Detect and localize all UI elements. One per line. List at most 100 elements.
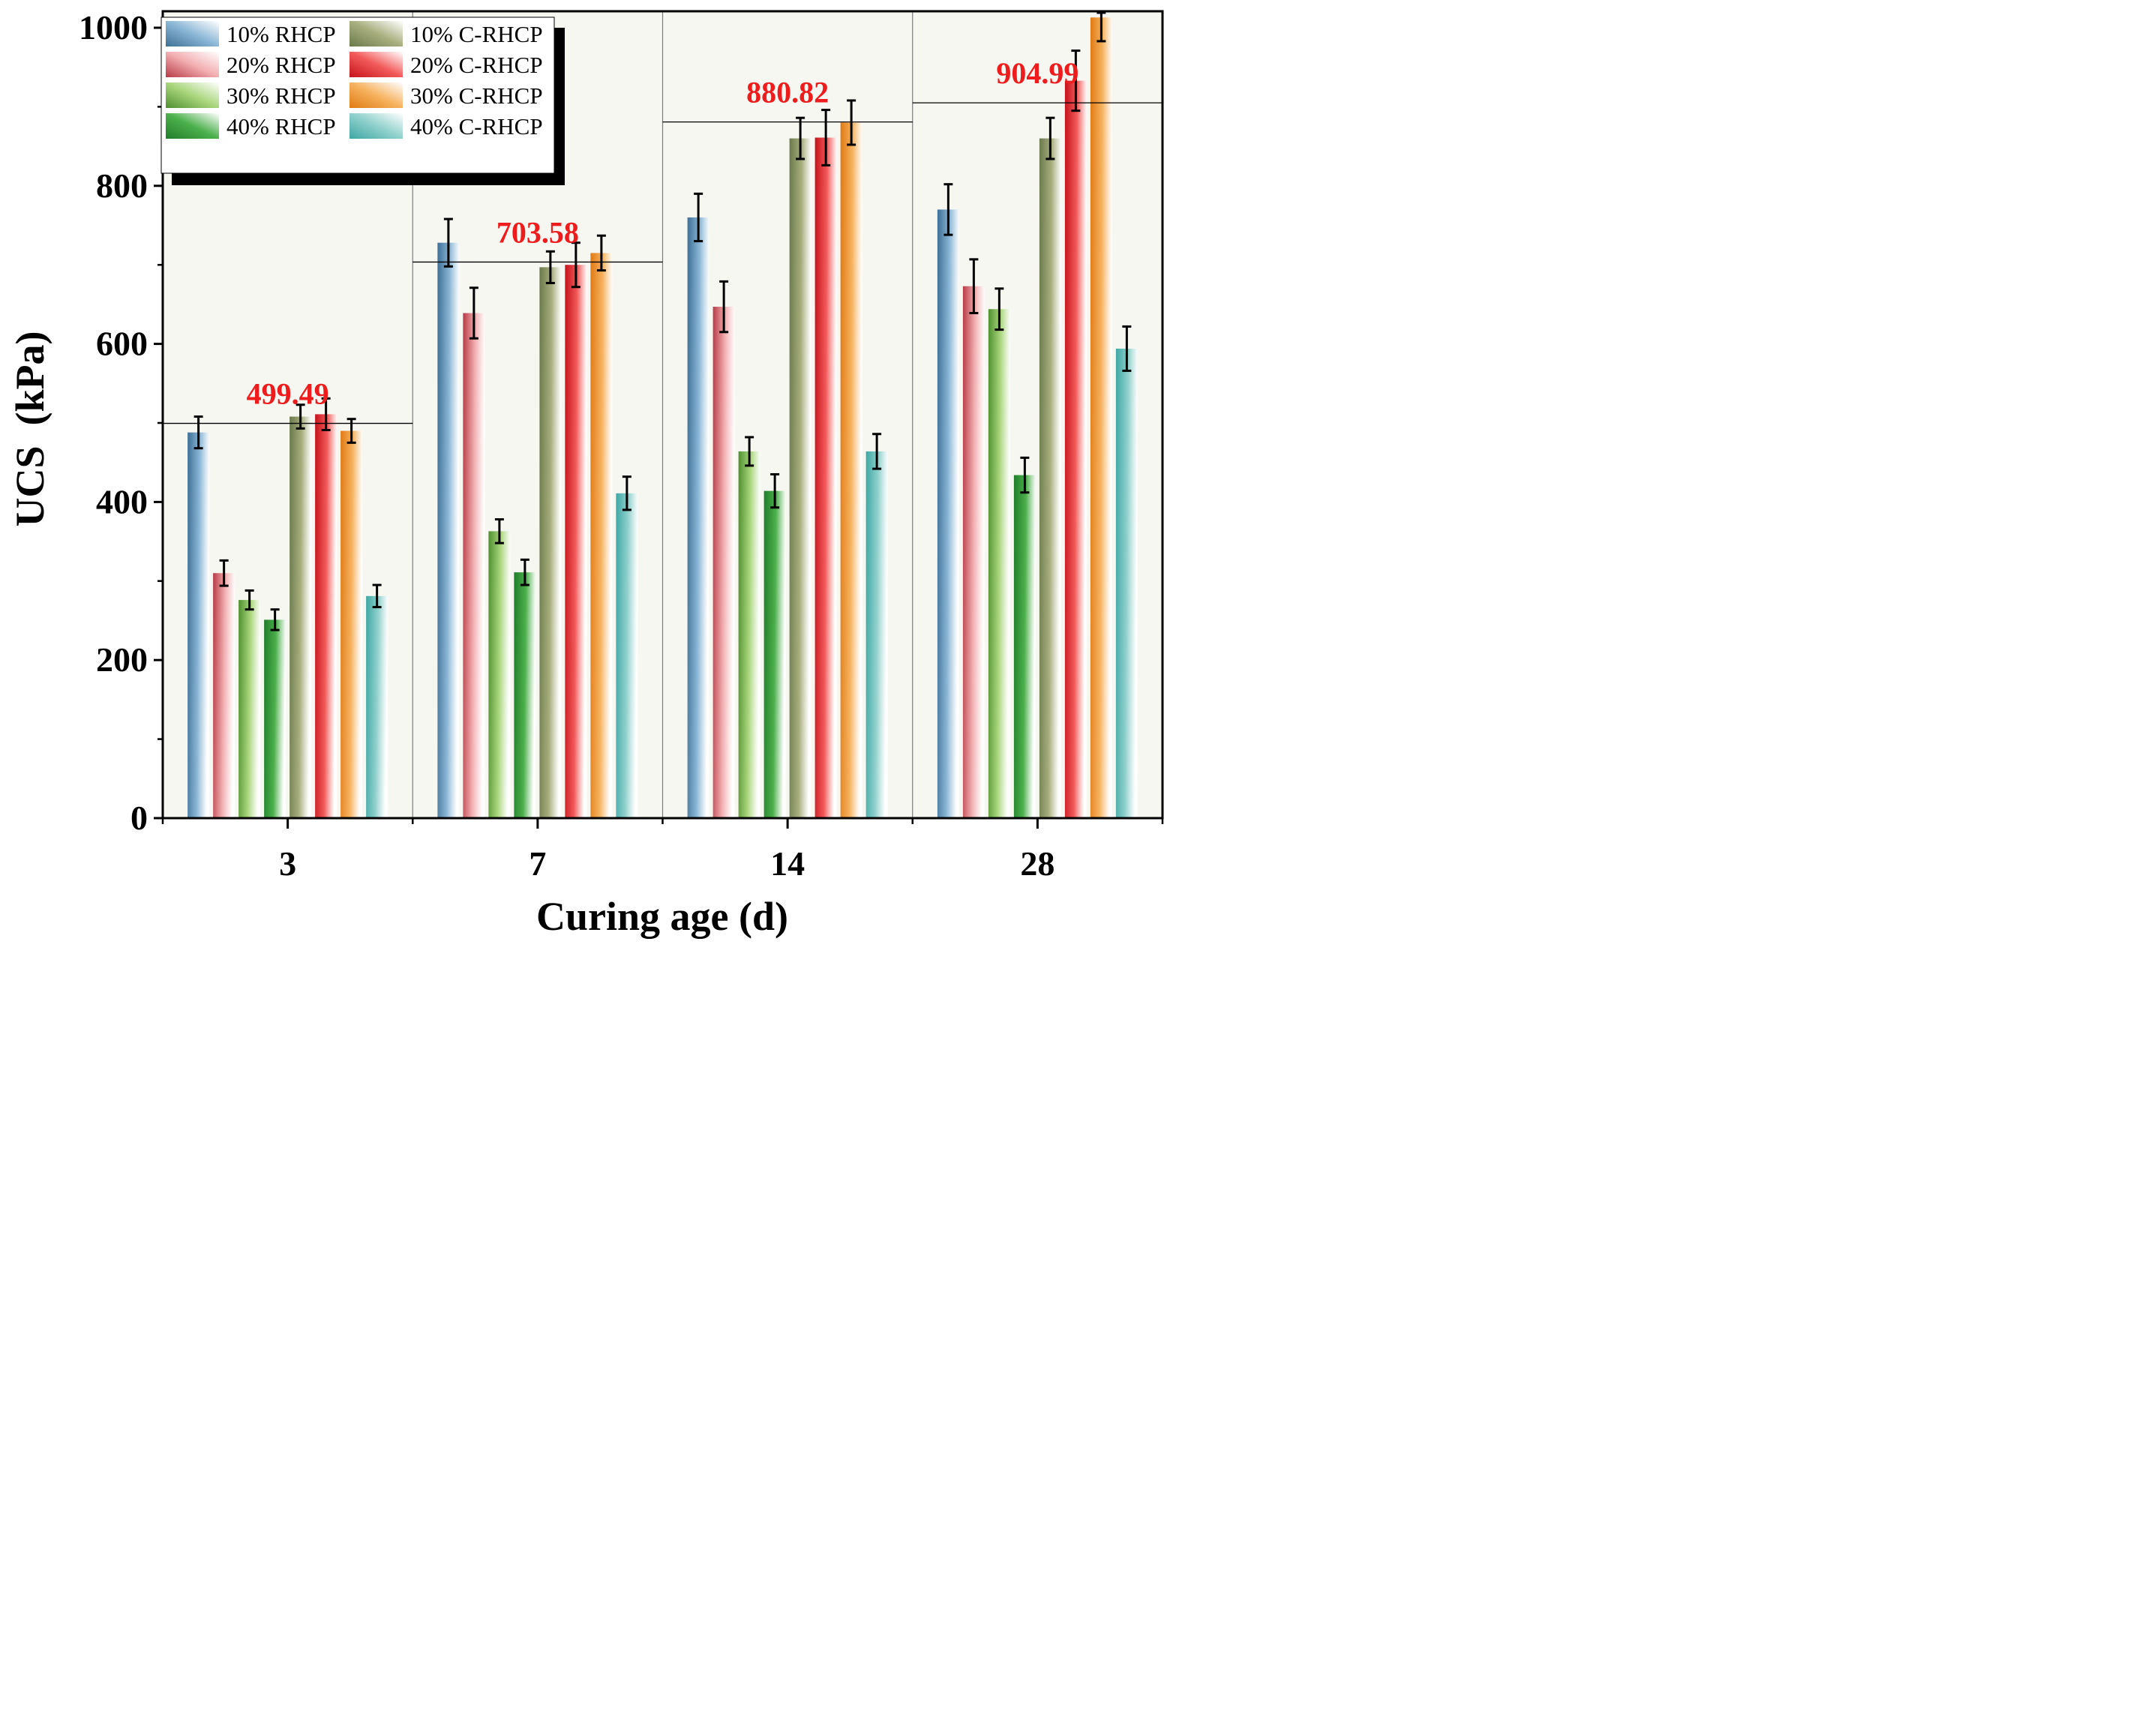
error-bar — [1096, 11, 1106, 43]
reference-label-14d: 880.82 — [746, 76, 829, 109]
y-tick-label: 0 — [130, 799, 148, 837]
legend-swatch — [166, 21, 219, 46]
legend-swatch — [166, 52, 219, 77]
bar-10-rhcp-28d — [937, 209, 959, 818]
bar-40-c-rhcp-14d — [866, 451, 888, 818]
error-bar — [372, 583, 382, 609]
bar-30-c-rhcp-14d — [840, 122, 862, 819]
legend-swatch — [350, 21, 403, 46]
legend-label: 30% C-RHCP — [410, 82, 543, 109]
y-tick-label: 800 — [96, 166, 148, 205]
bar-30-rhcp-28d — [988, 309, 1010, 818]
x-tick-label: 14 — [770, 844, 805, 883]
legend-label: 30% RHCP — [226, 82, 336, 109]
error-bar — [944, 183, 953, 236]
error-bar — [745, 436, 754, 467]
error-bar — [1122, 325, 1132, 372]
legend-item: 30% RHCP — [166, 82, 336, 109]
bar-20-rhcp-3d — [213, 573, 236, 818]
bar-20-rhcp-14d — [712, 307, 735, 818]
bar-10-rhcp-7d — [437, 242, 460, 818]
error-bar — [694, 192, 704, 243]
error-bar — [219, 559, 229, 587]
error-bar — [194, 415, 203, 450]
error-bar — [969, 258, 979, 314]
error-bar — [1020, 456, 1030, 494]
bar-40-c-rhcp-3d — [366, 595, 388, 818]
bar-30-c-rhcp-28d — [1090, 17, 1112, 819]
error-bar — [270, 608, 280, 631]
error-bar — [796, 116, 806, 160]
legend-label: 10% C-RHCP — [410, 21, 543, 47]
bar-10-c-rhcp-3d — [290, 416, 312, 818]
bar-30-rhcp-7d — [488, 531, 511, 818]
error-bar — [494, 518, 504, 544]
bar-10-rhcp-14d — [687, 217, 710, 819]
error-bar — [622, 475, 632, 511]
error-bar — [994, 287, 1004, 331]
error-bar — [296, 403, 305, 430]
bar-30-c-rhcp-3d — [340, 430, 363, 818]
bar-30-rhcp-3d — [238, 600, 261, 818]
error-bar — [443, 217, 453, 268]
legend-swatch — [350, 113, 403, 139]
y-tick-label: 1000 — [79, 8, 148, 46]
error-bar — [545, 250, 555, 284]
bar-20-c-rhcp-14d — [814, 137, 837, 819]
legend-swatch — [350, 52, 403, 77]
chart-container: 499.49 703.58 880.82 904.99 0 200 400 600 800 10… — [0, 0, 1172, 946]
bar-20-c-rhcp-7d — [565, 265, 587, 818]
error-bar — [1071, 49, 1081, 112]
error-bar — [520, 558, 530, 586]
error-bar — [872, 433, 882, 470]
bar-20-rhcp-7d — [463, 313, 485, 818]
bar-40-rhcp-28d — [1013, 475, 1036, 818]
error-bar — [596, 234, 606, 272]
bar-10-c-rhcp-28d — [1039, 138, 1061, 818]
error-bar — [770, 473, 780, 509]
legend-item: 40% C-RHCP — [350, 113, 543, 139]
error-bar — [244, 589, 254, 611]
legend-label: 10% RHCP — [226, 21, 336, 47]
bar-30-rhcp-14d — [738, 451, 760, 818]
legend-swatch — [166, 113, 219, 139]
x-tick-label: 7 — [529, 844, 546, 883]
bar-40-rhcp-14d — [764, 490, 786, 818]
bar-10-c-rhcp-14d — [789, 138, 812, 818]
bar-20-c-rhcp-28d — [1064, 80, 1087, 819]
bar-20-c-rhcp-3d — [315, 414, 338, 818]
legend-item: 10% RHCP — [166, 21, 336, 47]
reference-label-3d: 499.49 — [247, 377, 329, 411]
bar-30-c-rhcp-7d — [590, 253, 613, 818]
legend-item: 20% RHCP — [166, 52, 336, 78]
error-bar — [321, 397, 331, 431]
bar-40-rhcp-3d — [264, 619, 286, 818]
bar-40-c-rhcp-28d — [1115, 348, 1138, 818]
y-axis-label: UCS (kPa) — [8, 331, 52, 526]
legend-swatch — [166, 82, 219, 108]
legend-label: 20% C-RHCP — [410, 52, 543, 78]
legend-item: 40% RHCP — [166, 113, 336, 139]
reference-label-28d: 904.99 — [996, 56, 1078, 90]
bar-20-rhcp-28d — [962, 286, 985, 819]
bar-10-rhcp-3d — [188, 432, 210, 818]
bar-40-c-rhcp-7d — [616, 493, 638, 818]
legend-label: 40% RHCP — [226, 113, 336, 139]
legend-label: 40% C-RHCP — [410, 113, 543, 139]
legend-item: 20% C-RHCP — [350, 52, 543, 78]
error-bar — [469, 286, 478, 340]
bar-10-c-rhcp-7d — [539, 267, 562, 818]
y-tick-label: 200 — [96, 640, 148, 679]
y-tick-label: 400 — [96, 482, 148, 520]
bar-40-rhcp-7d — [514, 572, 536, 818]
reference-label-7d: 703.58 — [496, 215, 579, 249]
y-tick-label: 600 — [96, 325, 148, 363]
x-axis-label: Curing age (d) — [536, 894, 788, 939]
legend-item: 10% C-RHCP — [350, 21, 543, 47]
error-bar — [847, 99, 856, 146]
ucs-bar-chart: 499.49 703.58 880.82 904.99 0 200 400 600 800 10… — [8, 8, 1164, 939]
error-bar — [821, 109, 831, 166]
x-tick-label: 28 — [1020, 844, 1054, 883]
error-bar — [719, 280, 729, 334]
x-tick-label: 3 — [279, 844, 296, 883]
